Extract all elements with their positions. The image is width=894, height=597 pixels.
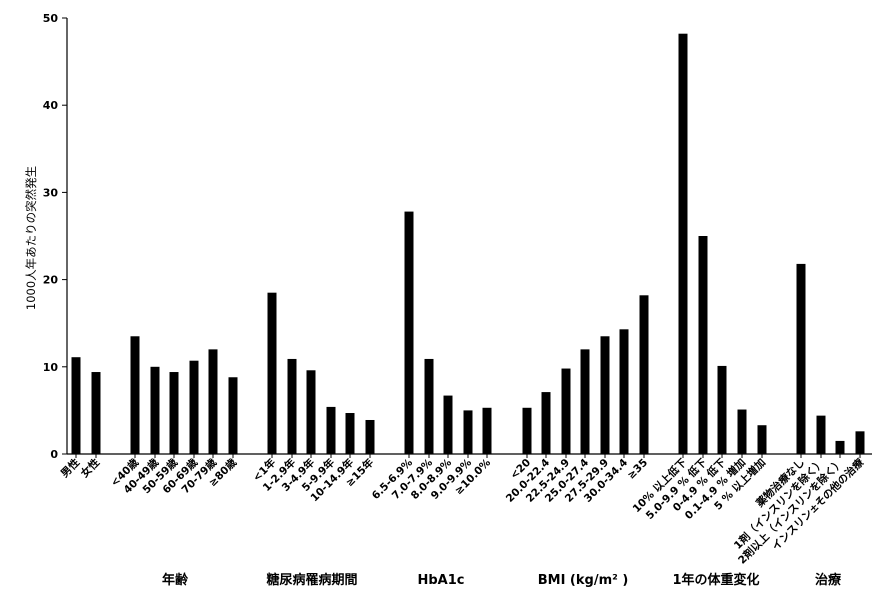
bar	[698, 236, 708, 454]
bar	[287, 358, 297, 454]
bar	[169, 372, 179, 454]
y-tick-label: 30	[43, 186, 59, 199]
bar	[796, 263, 806, 454]
y-tick-label: 40	[43, 99, 59, 112]
x-tick-label: ≥35	[625, 457, 650, 482]
y-tick-label: 20	[43, 274, 59, 287]
bar	[619, 329, 629, 454]
bar	[306, 370, 316, 454]
bar	[561, 368, 571, 454]
bar	[404, 211, 414, 454]
group-label: 1年の体重変化	[672, 572, 759, 588]
bar	[757, 425, 767, 454]
y-tick-label: 0	[50, 448, 58, 461]
bar	[816, 415, 826, 454]
y-axis: 0 10 20 30 40 50	[43, 12, 872, 461]
bar	[424, 358, 434, 454]
bar	[443, 395, 453, 454]
bar	[463, 410, 473, 454]
bar	[91, 372, 101, 454]
group-labels: 年齢 糖尿病罹病期間 HbA1c BMI (kg/m² ) 1年の体重変化 治療	[162, 572, 842, 588]
bar	[600, 336, 610, 454]
bar	[580, 349, 590, 454]
bar	[737, 409, 747, 454]
bars	[71, 33, 865, 455]
bar	[835, 440, 845, 454]
bar	[208, 349, 218, 454]
group-label: 年齢	[162, 572, 189, 588]
bar	[365, 419, 375, 454]
bar	[150, 366, 160, 454]
bar	[267, 292, 277, 454]
bar	[326, 406, 336, 454]
bar	[522, 407, 532, 454]
y-tick-label: 10	[43, 361, 59, 374]
bar	[717, 365, 727, 454]
group-label: 糖尿病罹病期間	[266, 572, 357, 588]
bar	[482, 407, 492, 454]
group-label: HbA1c	[418, 573, 465, 588]
x-tick-label: 男性	[58, 456, 82, 480]
bar	[345, 413, 355, 454]
bar	[71, 357, 81, 454]
bar	[639, 295, 649, 454]
y-axis-label: 1000人年あたりの突然発生	[24, 166, 38, 310]
x-tick-label: 女性	[78, 456, 102, 480]
bar	[855, 431, 865, 454]
bar	[189, 360, 199, 454]
group-label: 治療	[815, 572, 842, 588]
group-label: BMI (kg/m² )	[538, 573, 629, 588]
bar	[541, 392, 551, 454]
bar	[130, 336, 140, 454]
bar	[678, 33, 688, 455]
y-tick-label: 50	[43, 12, 59, 25]
bar	[228, 377, 238, 454]
